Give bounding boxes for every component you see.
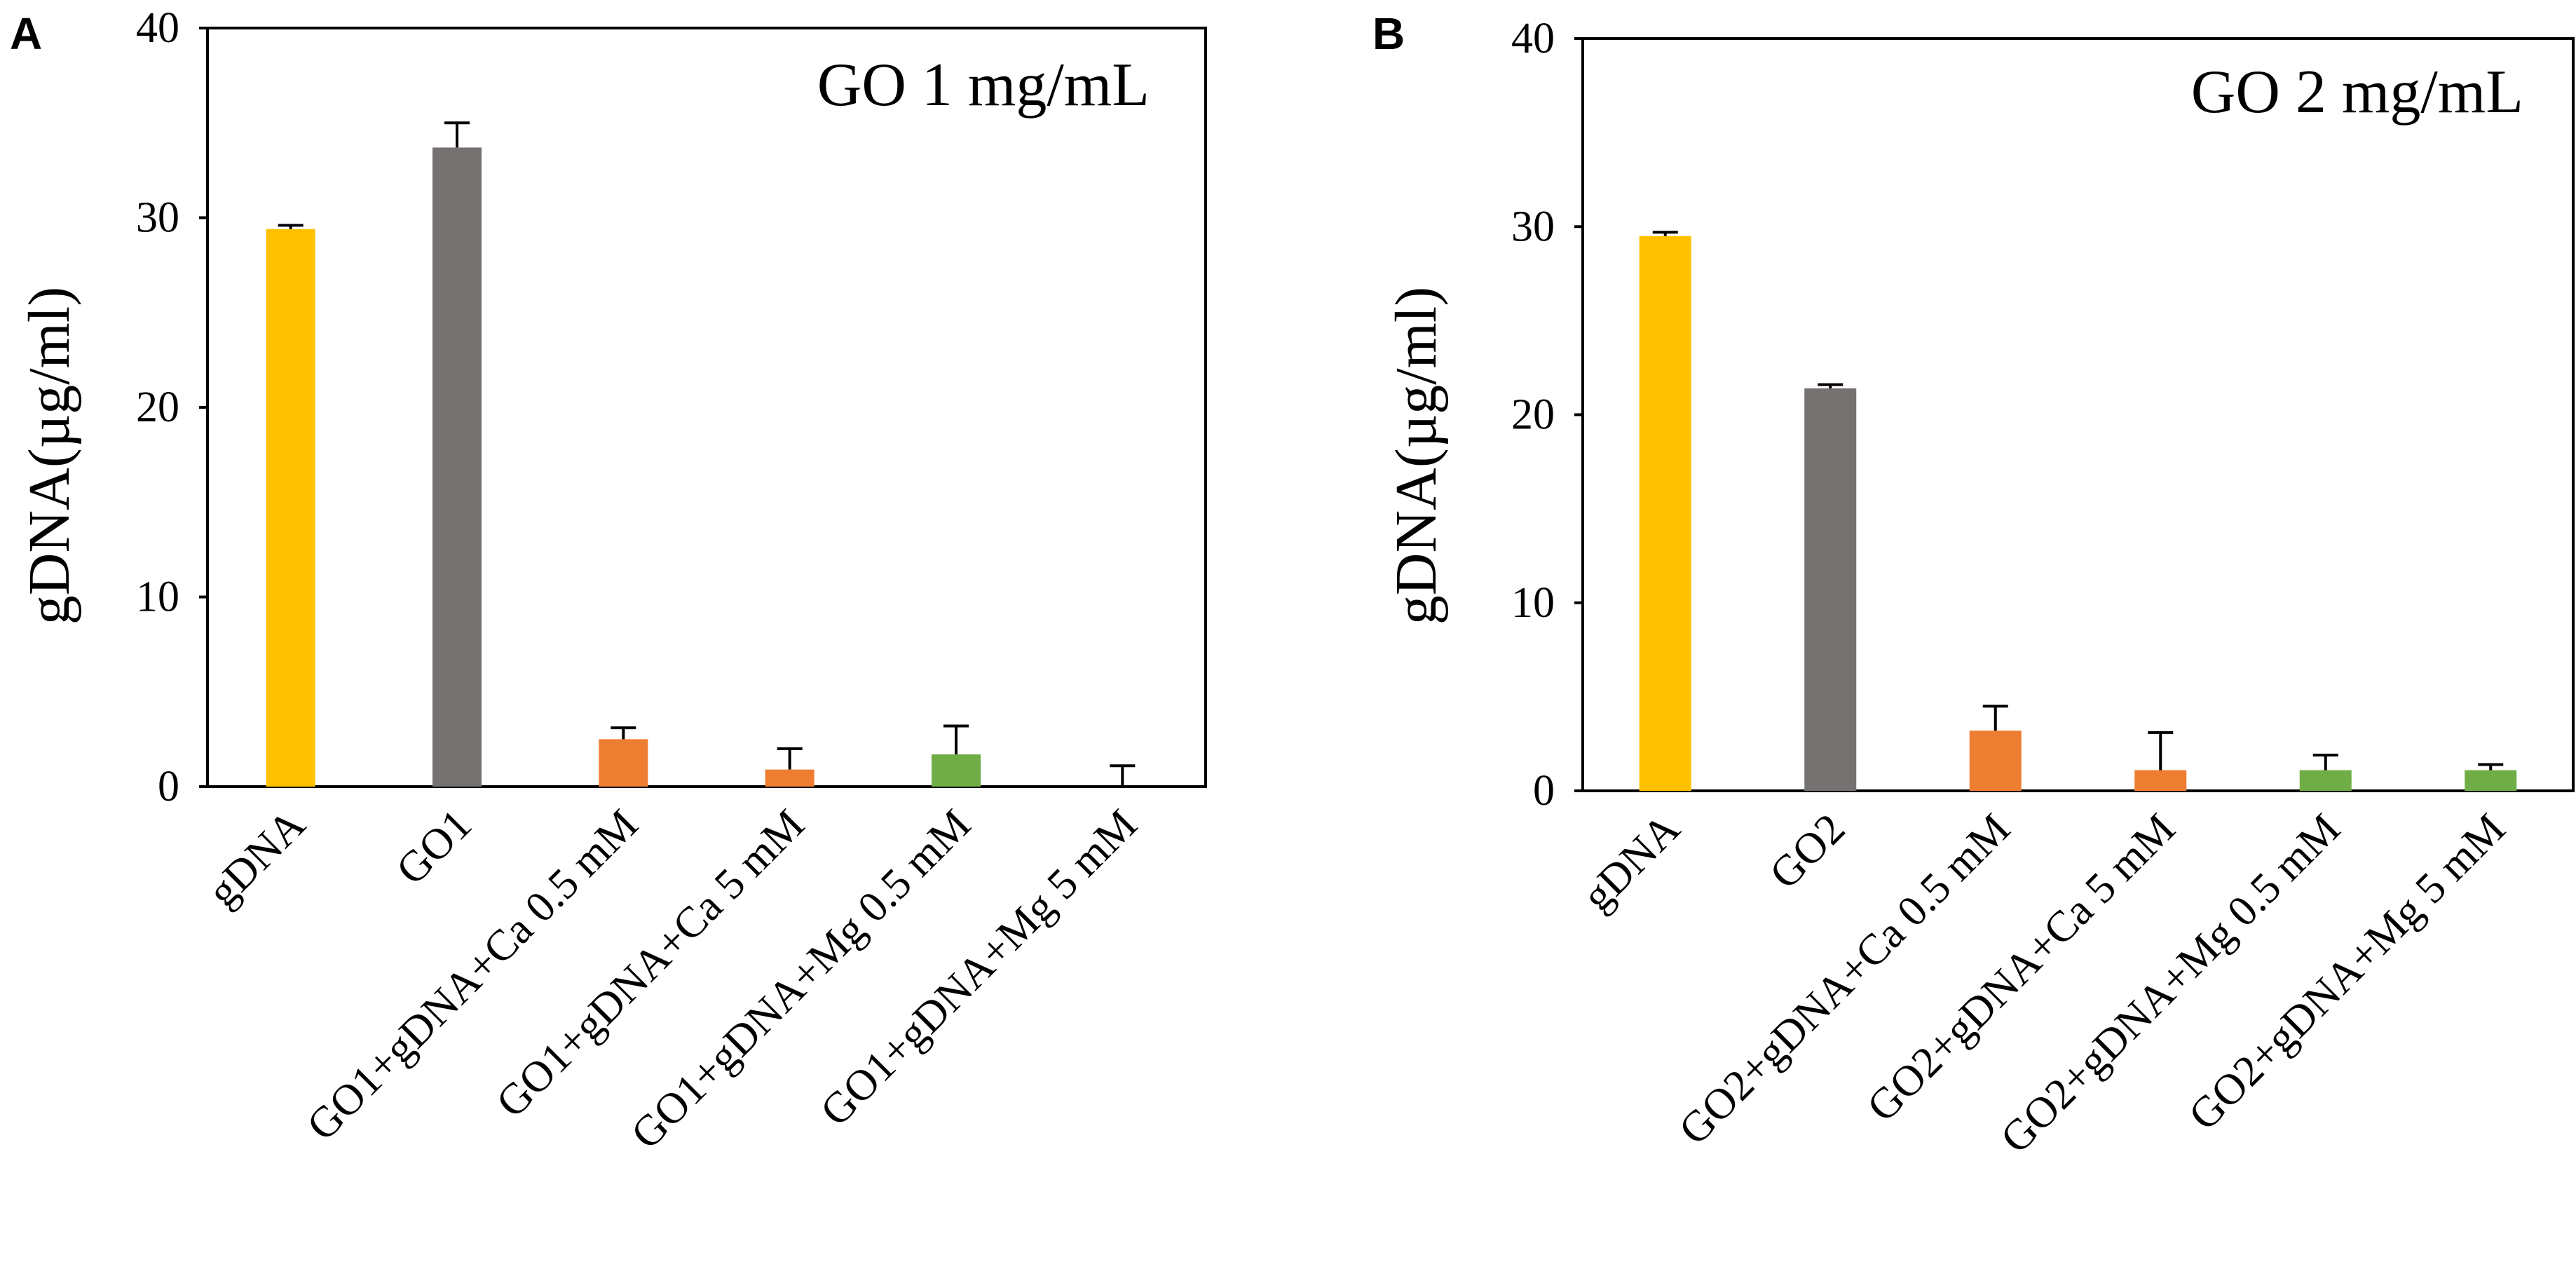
panel-a-category-label: GO1+gDNA+Ca 0.5 mM [298,801,647,1150]
panel-b-category-label: GO2+gDNA+Ca 5 mM [1858,805,2184,1131]
panel-b-title: GO 2 mg/mL [2191,58,2523,126]
panel-a-category-label: GO1+gDNA+Mg 0.5 mM [622,801,980,1158]
panel-b-y-tick-label: 40 [1511,15,1555,62]
panel-a-y-tick-label: 30 [136,194,179,242]
panel-a-error-bar [444,121,470,148]
panel-a-error-bar [943,724,969,755]
panel-a-letter: A [10,8,42,59]
panel-a-bar [932,754,981,787]
panel-b-category-label: GO2 [1761,805,1854,898]
panel-b-letter: B [1372,8,1405,59]
panel-b-category-label: GO2+gDNA+Mg 5 mM [2180,805,2515,1140]
panel-b-bar [1639,236,1691,792]
panel-b-error-bar [1818,383,1844,388]
panel-b-y-tick-label: 30 [1511,203,1555,250]
panel-a-category-label: gDNA [199,801,315,916]
panel-b-category-label: GO2+gDNA+Ca 0.5 mM [1670,805,2019,1154]
panel-a-y-tick-label: 20 [136,383,179,431]
panel-b-y-tick-label: 20 [1511,391,1555,439]
panel-b-error-bar [2478,763,2504,771]
panel-a-y-tick-label: 40 [136,4,179,52]
panel-a-title: GO 1 mg/mL [817,51,1150,119]
panel-a-bar [765,769,815,787]
panel-b-y-tick-label: 0 [1533,767,1555,815]
panel-b-y-axis-label: gDNA(µg/ml) [1384,287,1449,625]
panel-a-y-axis-label: gDNA(µg/ml) [17,287,82,625]
panel-b-bar [2465,770,2517,791]
panel-b-error-bar [1982,705,2008,731]
panel-a-bar [432,147,482,787]
panel-b-y-tick-label: 10 [1511,579,1555,627]
panel-a-category-label: GO1 [388,801,481,894]
panel-a-y-tick-label: 0 [158,763,179,810]
panel-a-y-tick-label: 10 [136,573,179,621]
panel-b-bar [2134,770,2187,791]
panel-a-bar [599,739,648,787]
panel-b-bar [1804,388,1857,791]
panel-b-error-bar [2148,731,2174,771]
panel-b-category-label: GO2+gDNA+Mg 0.5 mM [1991,805,2349,1162]
panel-a-plot-frame [206,27,1207,788]
panel-a-error-bar [278,224,304,229]
panel-b-error-bar [1652,231,1678,236]
panel-a-error-bar [1110,764,1136,787]
panel-b-bar [1969,731,2022,791]
panel-a-error-bar [611,726,636,740]
panel-a-bar [266,229,315,787]
panel-a-error-bar [777,747,803,770]
panel-b-category-label: gDNA [1574,805,1689,921]
panel-a-category-label: GO1+gDNA+Mg 5 mM [812,801,1147,1136]
panel-b-bar [2299,770,2352,791]
panel-b-plot-frame [1581,37,2575,792]
panel-a-category-label: GO1+gDNA+Ca 5 mM [487,801,813,1127]
panel-b-error-bar [2312,754,2338,771]
